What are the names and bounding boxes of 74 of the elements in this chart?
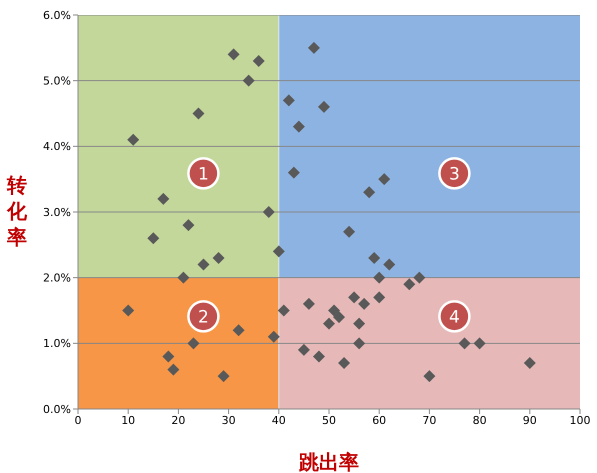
y-tick-label: 1.0% [43,337,71,350]
point [373,272,386,284]
point [312,350,325,362]
point [338,357,350,370]
annotation: 2 [198,307,209,328]
point [383,258,396,271]
point [343,226,356,238]
point [302,298,315,310]
point [328,304,340,316]
point [252,54,265,67]
y-tick-label: 5.0% [43,74,71,88]
x-tick-label: 0 [74,414,82,427]
point [288,166,300,179]
x-tick-label: 50 [322,414,336,427]
point [187,337,200,350]
x-tick-label: 70 [422,414,436,427]
point [167,364,180,376]
point [278,304,290,316]
point [524,357,536,370]
point [262,206,275,218]
point [353,318,366,330]
point [218,370,230,382]
point [323,318,335,330]
point [348,291,360,304]
annotation: 3 [448,164,460,184]
y-tick-label: 4.0% [43,140,71,154]
point [242,74,255,87]
point [368,252,380,264]
point [353,337,366,350]
point [318,100,330,113]
point [177,272,190,284]
annotation: 1 [198,164,209,184]
point [458,337,471,350]
x-axis-title: 跳出率 [298,450,359,473]
point [182,219,194,232]
x-tick-label: 100 [570,414,590,427]
point [162,350,174,362]
x-tick-label: 10 [121,414,136,427]
point [363,186,376,198]
y-tick-label: 3.0% [43,206,71,219]
point [423,370,436,382]
x-tick-label: 60 [372,414,386,427]
x-tick-label: 40 [272,414,286,427]
point [474,337,486,350]
annotation: 4 [448,307,460,328]
point [212,252,225,264]
x-tick-label: 90 [522,414,537,427]
point [198,258,210,271]
point [157,192,170,205]
x-tick-label: 20 [171,414,186,427]
point [268,330,280,343]
point [333,311,346,324]
point [228,48,240,60]
y-axis-title: 转化率 [6,172,28,250]
point [147,232,160,244]
y-tick-label: 2.0% [43,272,71,285]
y-tick-label: 6.0% [43,8,71,22]
point [378,173,390,186]
point [403,278,416,290]
point [358,298,370,310]
point [298,344,310,356]
point [282,94,295,106]
x-tick-label: 30 [222,414,236,427]
point [232,324,245,336]
y-tick-label: 0.0% [43,402,71,416]
point [122,304,134,316]
point [373,291,386,304]
point [272,245,285,258]
point [413,272,426,284]
point [292,120,305,133]
x-tick-label: 80 [472,414,487,427]
point [192,108,204,120]
point [308,42,320,54]
point [127,134,140,146]
